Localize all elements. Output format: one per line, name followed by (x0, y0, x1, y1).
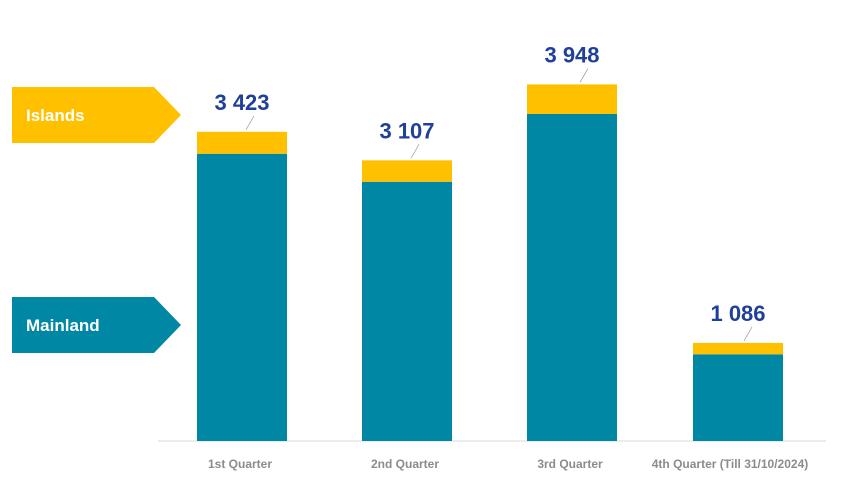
legend-label-islands: Islands (26, 106, 85, 125)
total-label-3: 3 948 (544, 42, 599, 67)
x-tick-label-3: 3rd Quarter (537, 457, 603, 471)
bar-islands-3 (527, 84, 617, 115)
bar-islands-2 (362, 160, 452, 182)
legend-item-mainland: Mainland (12, 297, 181, 353)
x-tick-labels-group: 1st Quarter 2nd Quarter 3rd Quarter 4th Qua… (208, 457, 808, 471)
bar-mainland-1 (197, 153, 287, 441)
leader-line-3 (579, 68, 589, 83)
leader-line-4 (743, 326, 753, 342)
leader-line-2 (410, 144, 420, 159)
total-label-1: 3 423 (214, 90, 269, 115)
bars-group (197, 84, 783, 441)
x-tick-label-1: 1st Quarter (208, 457, 272, 471)
total-label-4: 1 086 (710, 301, 765, 326)
total-label-2: 3 107 (379, 118, 434, 143)
x-tick-label-4: 4th Quarter (Till 31/10/2024) (652, 457, 809, 471)
bar-mainland-2 (362, 181, 452, 441)
leader-line-1 (245, 115, 255, 130)
bar-mainland-4 (693, 354, 783, 441)
bar-mainland-3 (527, 114, 617, 441)
total-labels-group: 3 423 3 107 3 948 1 086 (214, 42, 765, 326)
bar-islands-1 (197, 131, 287, 154)
legend-tag-islands (12, 87, 181, 143)
legend: Islands Mainland (12, 87, 181, 353)
bar-islands-4 (693, 342, 783, 355)
x-tick-label-2: 2nd Quarter (371, 457, 439, 471)
leader-lines-group (245, 68, 753, 342)
legend-tag-mainland (12, 297, 181, 353)
legend-item-islands: Islands (12, 87, 181, 143)
legend-label-mainland: Mainland (26, 316, 100, 335)
